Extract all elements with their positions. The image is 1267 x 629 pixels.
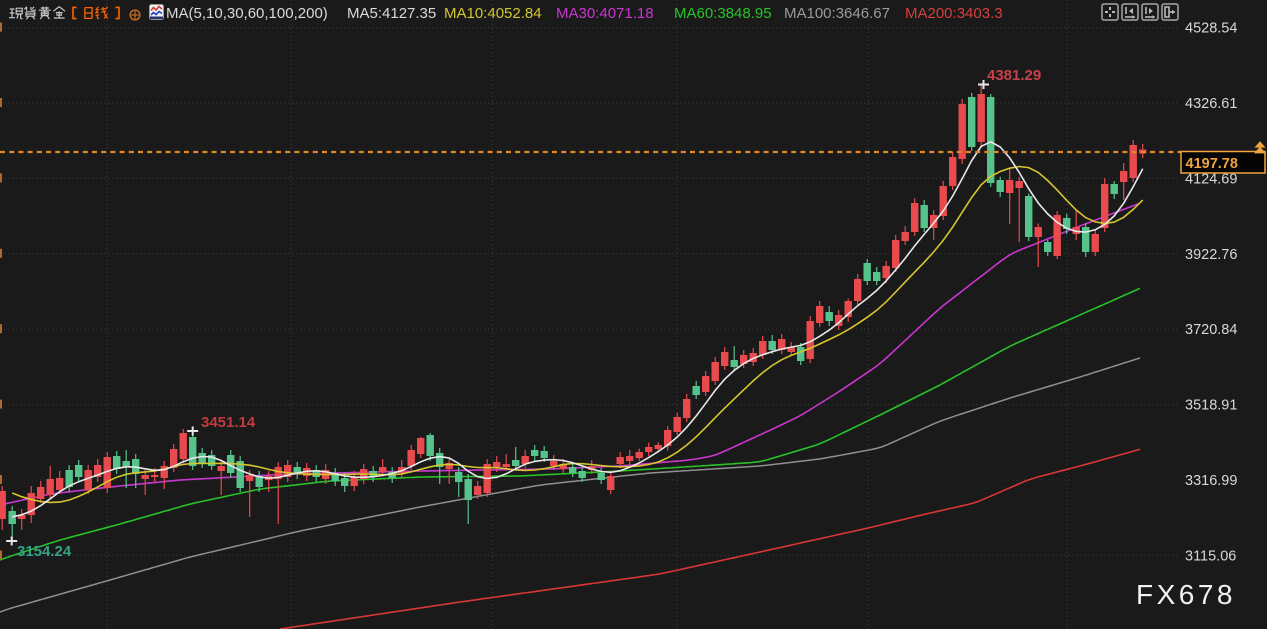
- svg-text:3115.06: 3115.06: [1185, 548, 1236, 564]
- svg-text:3154.24: 3154.24: [17, 543, 72, 560]
- svg-text:3316.99: 3316.99: [1185, 473, 1237, 489]
- svg-text:FX678: FX678: [1136, 579, 1236, 610]
- svg-text:3518.91: 3518.91: [1185, 398, 1237, 414]
- svg-text:4197.78: 4197.78: [1186, 156, 1238, 172]
- svg-text:4124.69: 4124.69: [1185, 171, 1237, 187]
- svg-text:4528.54: 4528.54: [1185, 21, 1237, 37]
- svg-text:3922.76: 3922.76: [1185, 247, 1237, 263]
- svg-text:4381.29: 4381.29: [987, 67, 1041, 84]
- svg-text:4326.61: 4326.61: [1185, 96, 1237, 112]
- svg-text:3720.84: 3720.84: [1185, 322, 1237, 338]
- svg-text:3451.14: 3451.14: [201, 414, 256, 431]
